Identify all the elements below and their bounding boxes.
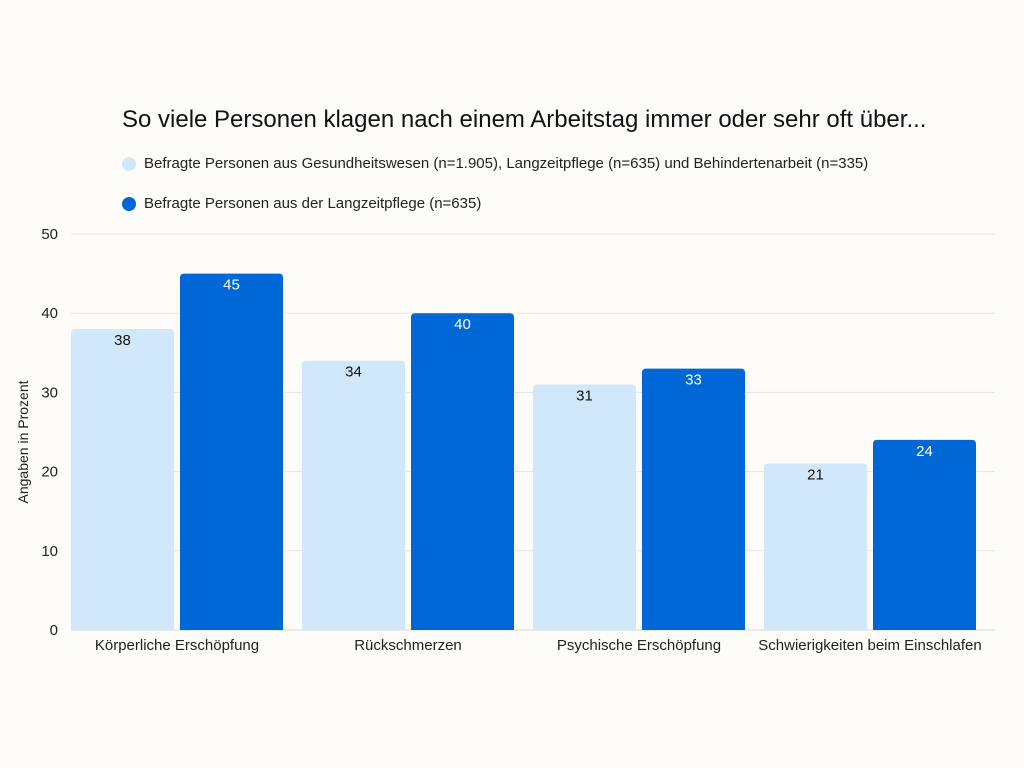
data-label: 33	[685, 372, 702, 389]
x-tick-label: Körperliche Erschöpfung	[95, 637, 259, 654]
y-tick-label: 20	[41, 464, 58, 481]
legend-item-all[interactable]: Befragte Personen aus Gesundheitswesen (…	[122, 155, 868, 172]
bar	[71, 329, 174, 630]
data-label: 21	[807, 467, 824, 484]
x-tick-label: Schwierigkeiten beim Einschlafen	[758, 637, 981, 654]
bar	[873, 439, 976, 630]
legend-swatch-icon	[122, 196, 136, 211]
data-label: 34	[345, 364, 362, 381]
y-tick-label: 40	[41, 305, 58, 322]
legend-label: Befragte Personen aus der Langzeitpflege…	[144, 195, 482, 212]
bar	[180, 273, 283, 630]
y-tick-label: 10	[41, 543, 58, 560]
legend-label: Befragte Personen aus Gesundheitswesen (…	[144, 155, 869, 172]
data-label: 24	[916, 443, 933, 460]
legend-swatch-icon	[122, 156, 136, 171]
x-tick-label: Rückschmerzen	[354, 637, 462, 654]
x-tick-label: Psychische Erschöpfung	[557, 637, 721, 654]
y-tick-label: 50	[41, 226, 58, 243]
y-tick-label: 0	[50, 622, 58, 639]
y-tick-label: 30	[41, 384, 58, 401]
legend-item-langzeitpflege[interactable]: Befragte Personen aus der Langzeitpflege…	[122, 195, 481, 212]
bar	[533, 384, 636, 630]
bar	[411, 313, 514, 630]
bar	[302, 360, 405, 630]
chart-title: So viele Personen klagen nach einem Arbe…	[122, 106, 927, 133]
bar	[764, 463, 867, 630]
data-label: 40	[454, 316, 471, 333]
bar	[642, 368, 745, 630]
data-label: 31	[576, 387, 593, 404]
y-axis-label: Angaben in Prozent	[15, 380, 31, 503]
data-label: 38	[114, 332, 131, 349]
data-label: 45	[223, 277, 240, 294]
